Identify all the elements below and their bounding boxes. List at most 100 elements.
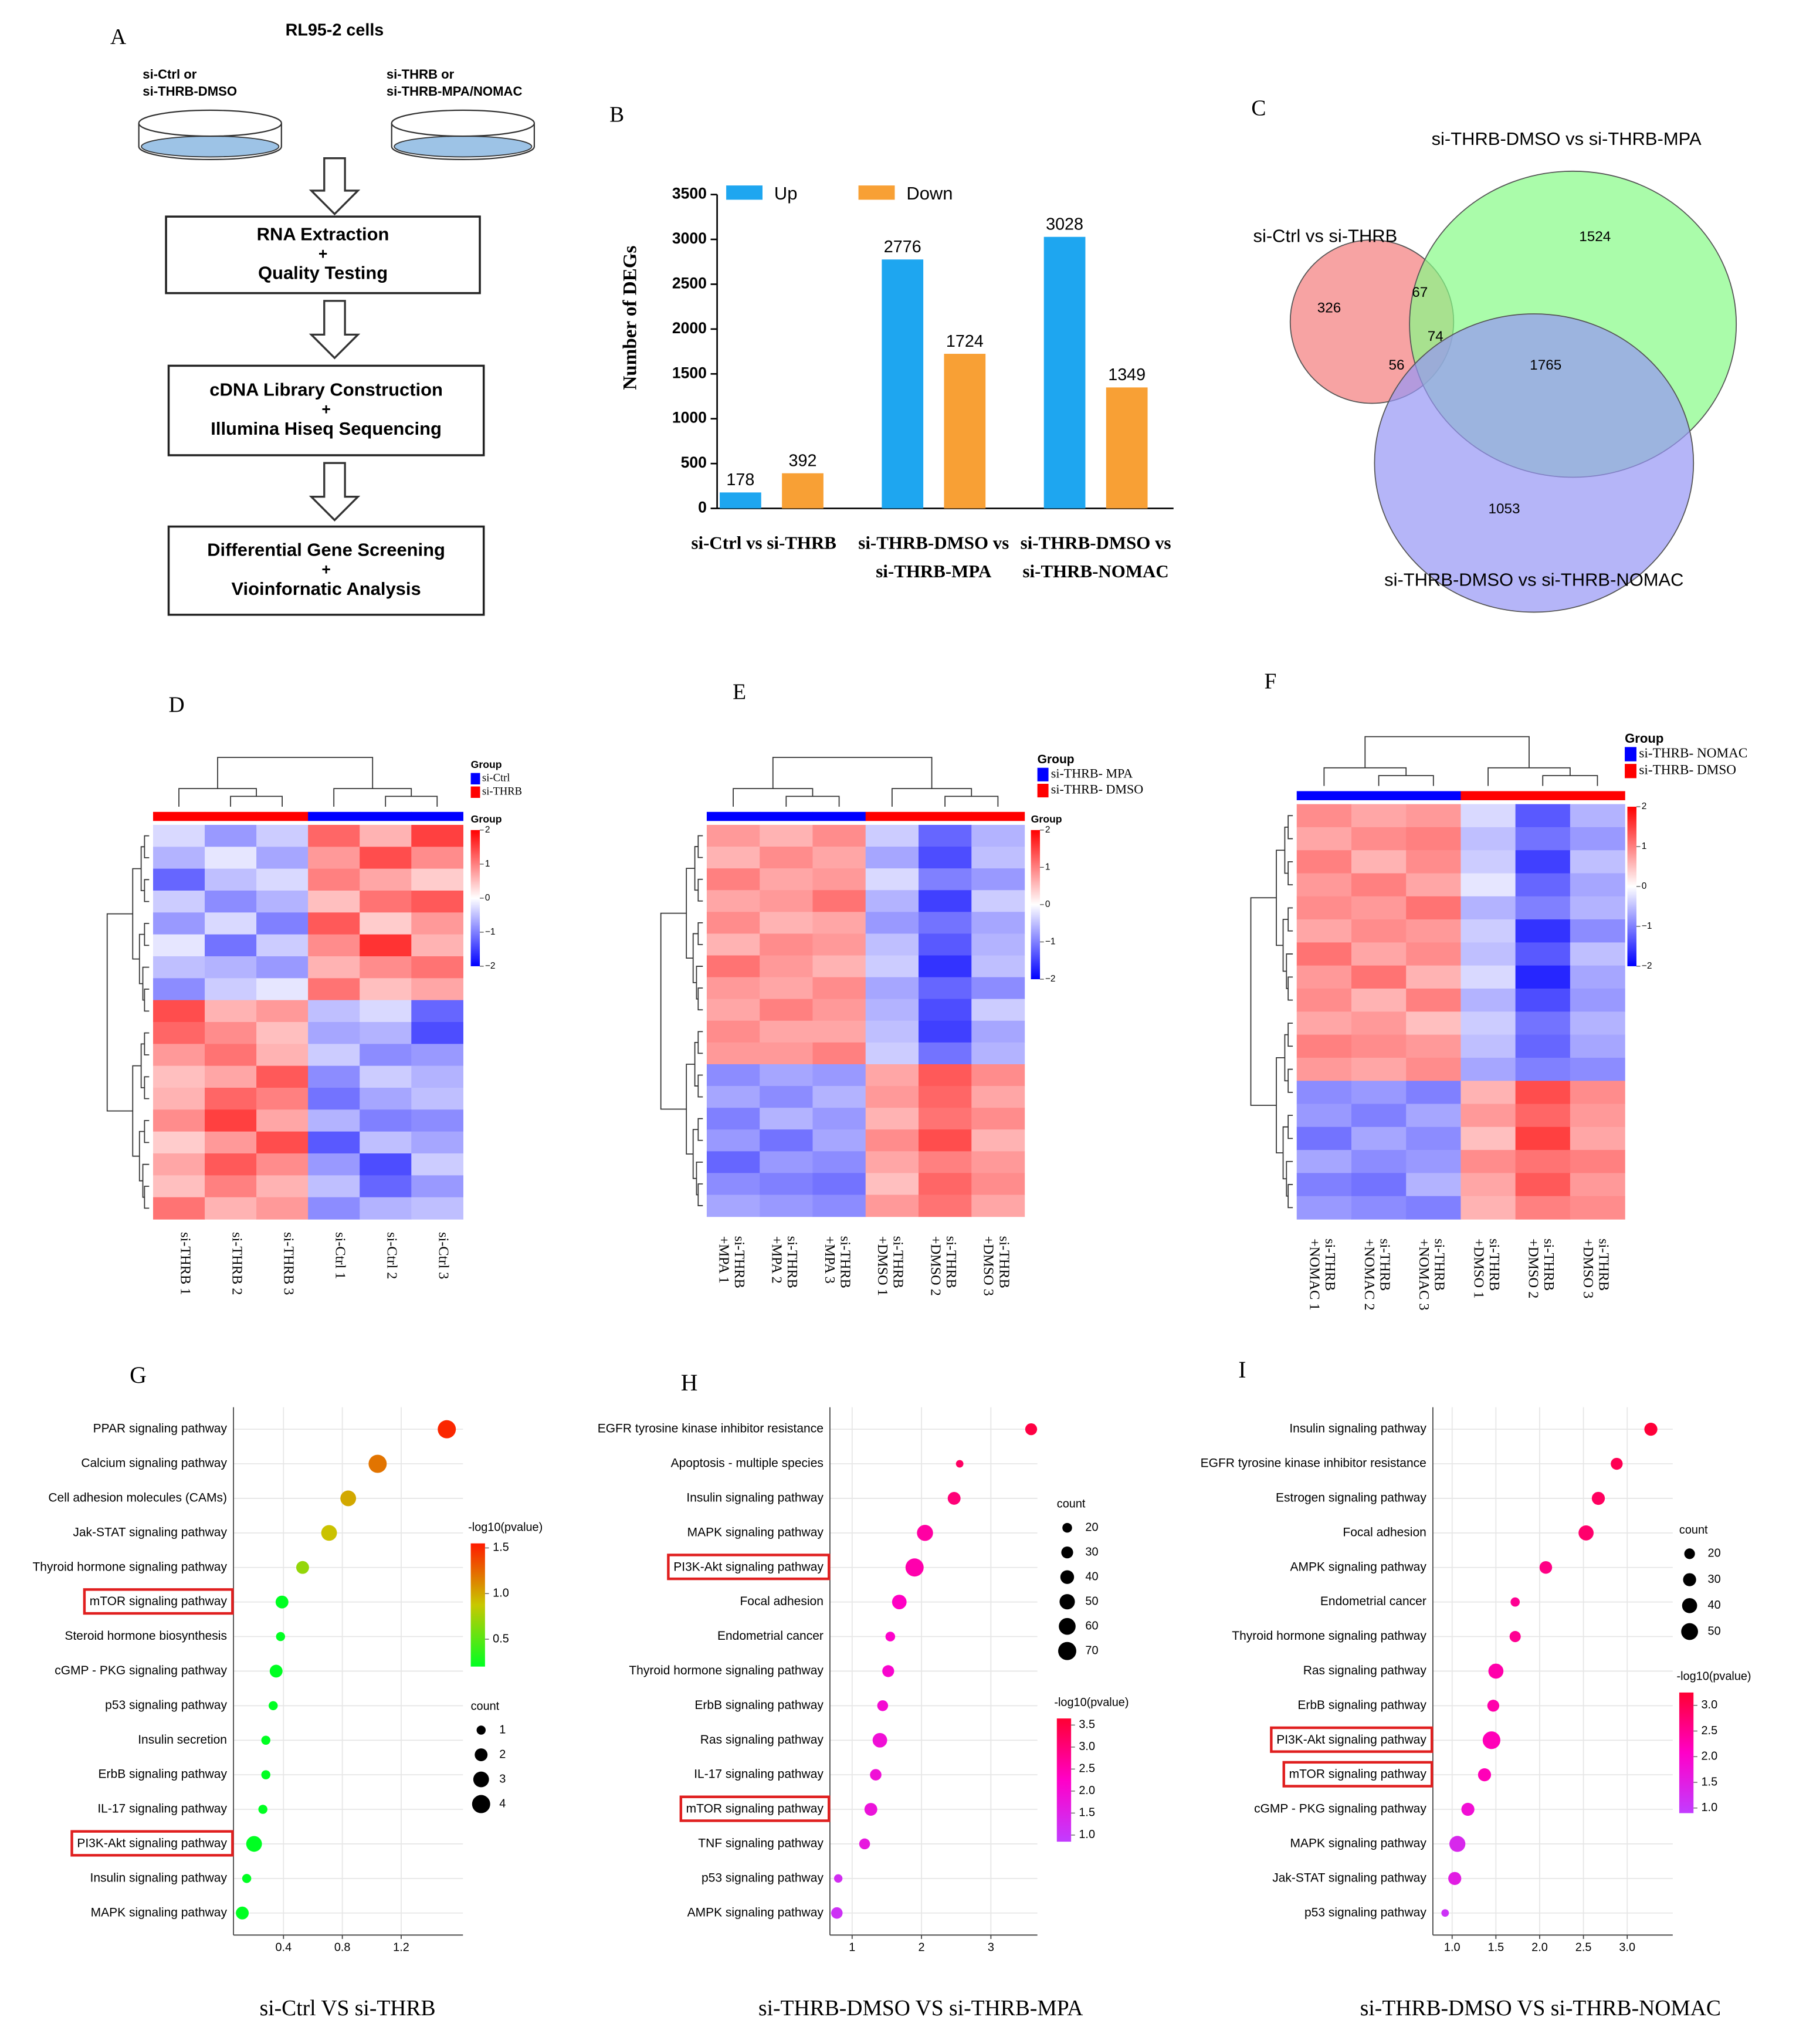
bar — [944, 354, 986, 509]
legend-label: Down — [906, 183, 953, 204]
heatmap-cell — [153, 1044, 205, 1067]
heatmap-cell — [360, 978, 412, 1001]
heatmap-cell — [1515, 896, 1571, 920]
heatmap-cell — [411, 824, 463, 847]
heatmap-cell — [760, 1129, 814, 1152]
heatmap-cell — [1515, 804, 1571, 828]
y-tick-label: ErbB signaling pathway — [99, 1768, 228, 1781]
size-legend-dot — [1684, 1548, 1695, 1559]
heatmap-cell — [760, 1086, 814, 1108]
heatmap-cell — [153, 934, 205, 957]
group-bar — [256, 811, 309, 821]
heatmap-cell — [308, 1022, 360, 1044]
y-tick-label: AMPK signaling pathway — [687, 1906, 824, 1919]
heatmap-cell — [1406, 896, 1462, 920]
colorbar — [470, 1543, 485, 1667]
heatmap-cell — [1296, 919, 1352, 943]
colorbar-tick-label: 0 — [1642, 881, 1647, 891]
dot — [1487, 1700, 1500, 1712]
size-legend-dot — [1058, 1642, 1076, 1660]
heatmap-cell — [153, 912, 205, 935]
heatmap-cell — [1570, 1011, 1625, 1035]
heatmap-cell — [1296, 1173, 1352, 1197]
bar — [882, 259, 924, 509]
x-tick-label: 2 — [919, 1941, 925, 1954]
heatmap-cell — [865, 999, 919, 1021]
size-legend-label: 20 — [1708, 1547, 1721, 1560]
column-label: si-THRB+NOMAC 1 — [1307, 1238, 1338, 1310]
heatmap-cell — [308, 868, 360, 891]
heatmap-cell — [1351, 850, 1407, 874]
dish-label: si-Ctrl or — [143, 67, 196, 82]
heatmap-cell — [1351, 919, 1407, 943]
heatmap-cell — [1460, 873, 1516, 897]
colorbar-tick-label: 1.0 — [1702, 1801, 1718, 1814]
heatmap-cell — [1406, 1011, 1462, 1035]
heatmap-cell — [1570, 1104, 1625, 1128]
legend-label: si-THRB- DMSO — [1639, 763, 1736, 778]
size-legend-label: 60 — [1085, 1619, 1098, 1632]
y-axis-label: Number of DEGs — [619, 245, 641, 390]
dendrogram — [1364, 736, 1530, 768]
heatmap-cell — [1296, 965, 1352, 989]
column-label: si-THRB+DMSO 3 — [981, 1236, 1012, 1296]
dot — [368, 1454, 387, 1473]
panel-label: A — [110, 25, 126, 49]
heatmap-cell — [256, 824, 309, 847]
heatmap-cell — [153, 1022, 205, 1044]
panel-label: D — [169, 693, 185, 717]
x-tick-label: 0.4 — [275, 1941, 292, 1954]
colorbar-tick-label: 1.0 — [493, 1586, 509, 1599]
heatmap-cell — [919, 1042, 972, 1065]
dot — [236, 1906, 249, 1920]
heatmap-cell — [153, 847, 205, 869]
dendrogram — [1284, 827, 1289, 874]
group-bar — [205, 811, 257, 821]
y-tick-label: p53 signaling pathway — [105, 1698, 227, 1712]
legend-label: si-THRB- NOMAC — [1639, 746, 1747, 761]
heatmap-cell — [411, 1109, 463, 1132]
dot — [1025, 1423, 1038, 1436]
heatmap-cell — [971, 890, 1025, 913]
heatmap-cell — [812, 1151, 866, 1174]
highlight-box — [70, 1830, 234, 1857]
heatmap-cell — [812, 890, 866, 913]
dot — [1611, 1457, 1623, 1470]
dot — [438, 1420, 456, 1439]
heatmap-cell — [1351, 873, 1407, 897]
heatmap-cell — [411, 1088, 463, 1111]
heatmap-cell — [1406, 1126, 1462, 1150]
heatmap-cell — [1460, 942, 1516, 966]
y-tick-label: 1000 — [672, 409, 707, 427]
heatmap-cell — [971, 824, 1025, 847]
group-bar — [411, 811, 463, 821]
venn-set-label: si-THRB-DMSO vs si-THRB-NOMAC — [1384, 570, 1683, 590]
x-tick-label: si-Ctrl vs si-THRB — [691, 533, 836, 553]
heatmap-cell — [865, 1173, 919, 1196]
dot — [1482, 1731, 1500, 1749]
y-tick-label: mTOR signaling pathway — [90, 1595, 228, 1608]
caption: si-THRB-DMSO VS si-THRB-NOMAC — [1360, 1996, 1721, 2021]
heatmap-cell — [411, 1131, 463, 1154]
heatmap-cell — [360, 1197, 412, 1220]
heatmap-cell — [1570, 1196, 1625, 1220]
dot — [1591, 1491, 1605, 1505]
y-tick-label: Focal adhesion — [740, 1595, 823, 1608]
colorbar-tick-label: 1.5 — [1079, 1806, 1095, 1819]
heatmap-cell — [205, 1109, 257, 1132]
heatmap-cell — [1351, 1196, 1407, 1220]
dot — [261, 1735, 270, 1745]
y-tick-label: Thyroid hormone signaling pathway — [629, 1664, 824, 1677]
heatmap-cell — [360, 1109, 412, 1132]
heatmap-cell — [760, 933, 814, 956]
heatmap-cell — [360, 1065, 412, 1088]
dish-rim — [391, 109, 536, 137]
y-tick-label: cGMP - PKG signaling pathway — [55, 1664, 227, 1677]
heatmap-cell — [1406, 1034, 1462, 1058]
y-tick-label: Estrogen signaling pathway — [1276, 1491, 1426, 1504]
panel-label: B — [609, 103, 624, 127]
dendrogram — [1286, 1160, 1293, 1197]
colorbar-tick-label: 2 — [1642, 801, 1647, 811]
heatmap-cell — [865, 1064, 919, 1087]
heatmap-cell — [308, 824, 360, 847]
